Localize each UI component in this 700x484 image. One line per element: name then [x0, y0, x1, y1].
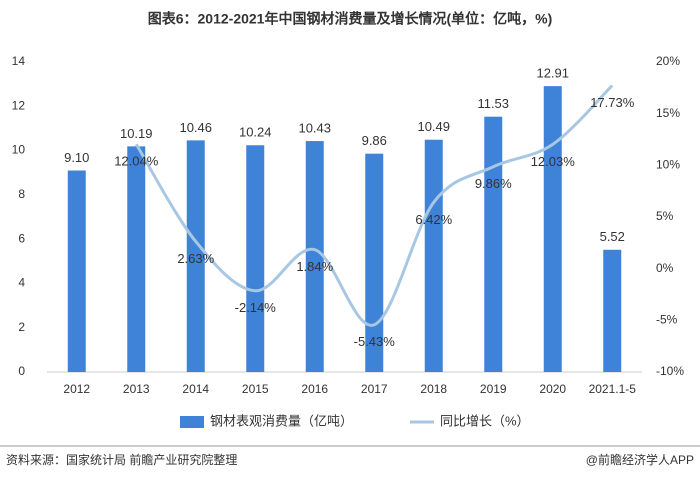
bar — [186, 140, 205, 372]
bar-value-label: 11.53 — [477, 96, 509, 111]
bar-value-label: 9.86 — [362, 133, 387, 148]
y2-tick-label: 5% — [656, 209, 674, 223]
bar — [127, 146, 146, 372]
line-value-label: -2.14% — [235, 300, 277, 315]
line-value-label: 12.04% — [114, 154, 159, 169]
bar — [543, 86, 562, 372]
line-value-label: -5.43% — [354, 334, 396, 349]
x-tick-label: 2015 — [242, 382, 269, 396]
line-value-label: 9.86% — [475, 176, 512, 191]
bar-value-label: 9.10 — [64, 150, 89, 165]
y2-tick-label: 20% — [656, 54, 680, 68]
legend-label: 同比增长（%） — [440, 413, 530, 428]
y2-tick-label: 10% — [656, 158, 680, 172]
line-value-label: 2.63% — [177, 251, 214, 266]
bar — [365, 153, 384, 372]
y-tick-label: 8 — [18, 187, 25, 201]
y-tick-label: 12 — [12, 98, 26, 112]
bar-value-label: 10.49 — [417, 119, 450, 134]
bar — [484, 116, 503, 372]
y-tick-label: 2 — [18, 320, 25, 334]
line-value-label: 17.73% — [590, 95, 635, 110]
bar-value-label: 10.19 — [120, 126, 153, 141]
source: 资料来源：国家统计局 前瞻产业研究院整理 — [6, 452, 237, 467]
bar — [246, 145, 265, 372]
y-tick-label: 10 — [12, 143, 26, 157]
x-tick-label: 2018 — [420, 382, 447, 396]
bar-value-label: 10.24 — [239, 125, 272, 140]
y-tick-label: 0 — [18, 364, 25, 378]
y-tick-label: 14 — [12, 54, 26, 68]
bar-value-label: 10.46 — [179, 120, 212, 135]
credit: @前瞻经济学人APP — [586, 452, 694, 467]
x-tick-label: 2016 — [301, 382, 328, 396]
line-value-label: 6.42% — [415, 212, 452, 227]
y-tick-label: 6 — [18, 231, 25, 245]
bar — [424, 139, 443, 372]
x-tick-label: 2012 — [63, 382, 90, 396]
bar — [305, 141, 324, 372]
bar-value-label: 10.43 — [298, 120, 331, 135]
bar-value-label: 5.52 — [600, 229, 625, 244]
line-value-label: 12.03% — [531, 154, 576, 169]
bar — [67, 170, 86, 372]
y2-tick-label: -10% — [656, 364, 684, 378]
y2-tick-label: 0% — [656, 261, 674, 275]
legend-swatch — [180, 416, 204, 428]
bar-value-label: 12.91 — [536, 66, 569, 81]
bar — [603, 249, 622, 372]
y-tick-label: 4 — [18, 276, 25, 290]
legend-label: 钢材表观消费量（亿吨） — [210, 413, 353, 428]
y2-tick-label: 15% — [656, 106, 680, 120]
x-tick-label: 2013 — [123, 382, 150, 396]
y2-tick-label: -5% — [656, 313, 678, 327]
x-tick-label: 2020 — [539, 382, 566, 396]
line-value-label: 1.84% — [296, 259, 333, 274]
x-tick-label: 2021.1-5 — [589, 382, 637, 396]
x-tick-label: 2017 — [361, 382, 388, 396]
line — [134, 84, 614, 327]
chart-title: 图表6：2012-2021年中国钢材消费量及增长情况(单位：亿吨，%) — [148, 11, 553, 27]
x-tick-label: 2019 — [480, 382, 507, 396]
x-tick-label: 2014 — [182, 382, 209, 396]
